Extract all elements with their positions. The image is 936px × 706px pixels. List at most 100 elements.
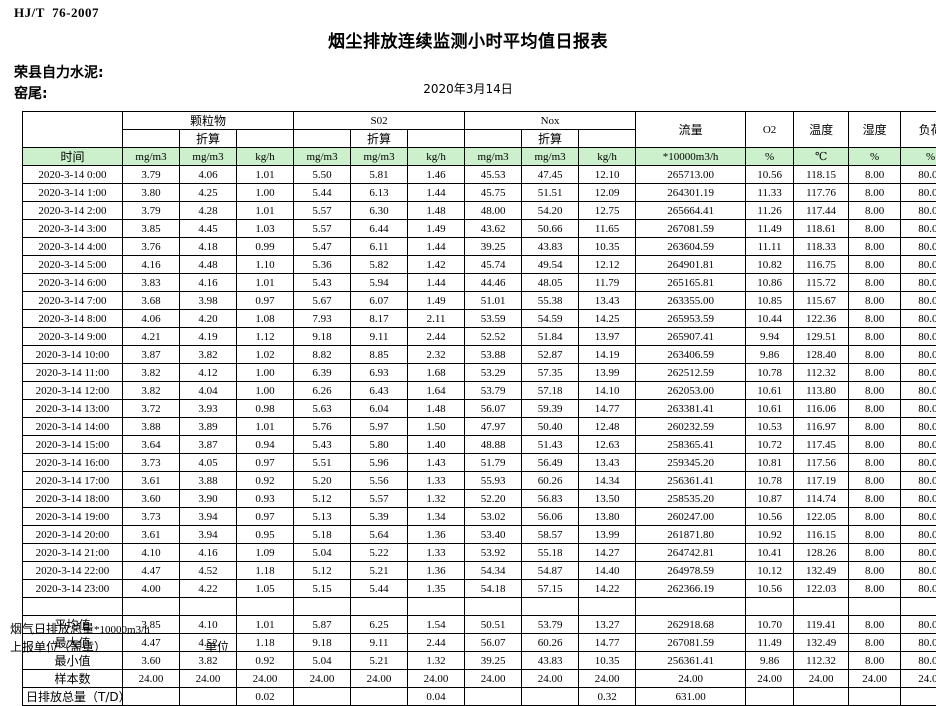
cell-value: 5.47 [294,238,351,256]
sub-header-nox-converted: 折算 [522,130,579,148]
cell-value: 14.27 [579,544,636,562]
cell-value: 5.04 [294,544,351,562]
cell-value: 4.16 [180,274,237,292]
cell-value: 80.00 [901,292,936,310]
summary-cell-value: 4.10 [180,616,237,634]
cell-value: 0.95 [237,526,294,544]
cell-value: 54.87 [522,562,579,580]
cell-value: 10.35 [579,238,636,256]
cell-value: 0.93 [237,490,294,508]
cell-value: 0.92 [237,472,294,490]
cell-value: 117.76 [794,184,849,202]
cell-value: 5.50 [294,166,351,184]
cell-blank [636,598,746,616]
cell-value: 14.40 [579,562,636,580]
cell-value: 55.38 [522,292,579,310]
cell-value: 258365.41 [636,436,746,454]
cell-value: 114.74 [794,490,849,508]
cell-value: 80.00 [901,472,936,490]
sub-header-pm-converted: 折算 [180,130,237,148]
summary-cell-value: 262918.68 [636,616,746,634]
cell-value: 59.39 [522,400,579,418]
cell-value: 1.44 [408,238,465,256]
summary-cell-value: 43.83 [522,652,579,670]
cell-value: 80.00 [901,328,936,346]
cell-value: 9.18 [294,328,351,346]
cell-value: 5.12 [294,490,351,508]
sub-header-nox-blank [465,130,522,148]
cell-time: 2020-3-14 13:00 [23,400,123,418]
cell-value: 10.81 [746,454,794,472]
cell-value: 11.11 [746,238,794,256]
cell-blank [123,598,180,616]
cell-value: 5.43 [294,274,351,292]
cell-value: 12.10 [579,166,636,184]
cell-value: 7.93 [294,310,351,328]
daily-total-cell-value [746,688,794,706]
cell-value: 10.56 [746,580,794,598]
cell-value: 8.00 [849,220,901,238]
cell-value: 1.44 [408,184,465,202]
cell-value: 1.48 [408,400,465,418]
cell-value: 5.22 [351,544,408,562]
cell-time: 2020-3-14 12:00 [23,382,123,400]
cell-value: 0.97 [237,454,294,472]
cell-value: 10.61 [746,382,794,400]
cell-value: 8.17 [351,310,408,328]
cell-value: 5.44 [351,580,408,598]
daily-total-cell-value [849,688,901,706]
cell-value: 1.40 [408,436,465,454]
daily-total-cell-value: 631.00 [636,688,746,706]
cell-value: 50.66 [522,220,579,238]
cell-value: 1.00 [237,382,294,400]
cell-value: 5.12 [294,562,351,580]
cell-value: 80.00 [901,382,936,400]
cell-blank [746,598,794,616]
cell-value: 118.33 [794,238,849,256]
cell-value: 8.00 [849,472,901,490]
cell-value: 265165.81 [636,274,746,292]
cell-value: 5.20 [294,472,351,490]
cell-value: 9.94 [746,328,794,346]
cell-value: 3.73 [123,508,180,526]
cell-value: 116.06 [794,400,849,418]
cell-time: 2020-3-14 0:00 [23,166,123,184]
cell-value: 0.97 [237,292,294,310]
daily-total-label: 日排放总量（T/D） [23,688,123,706]
cell-value: 267081.59 [636,220,746,238]
cell-value: 10.56 [746,166,794,184]
cell-value: 264978.59 [636,562,746,580]
cell-value: 1.35 [408,580,465,598]
cell-value: 4.16 [123,256,180,274]
cell-value: 5.13 [294,508,351,526]
cell-time: 2020-3-14 5:00 [23,256,123,274]
cell-value: 43.62 [465,220,522,238]
cell-value: 117.19 [794,472,849,490]
footer-note-unit: *10000m3/h [94,624,150,636]
cell-value: 3.76 [123,238,180,256]
column-header-humidity-unit: % [849,148,901,166]
cell-value: 9.86 [746,346,794,364]
cell-value: 1.34 [408,508,465,526]
cell-value: 5.18 [294,526,351,544]
cell-value: 1.68 [408,364,465,382]
cell-value: 3.83 [123,274,180,292]
cell-value: 263604.59 [636,238,746,256]
cell-value: 80.00 [901,346,936,364]
cell-value: 1.50 [408,418,465,436]
cell-time: 2020-3-14 11:00 [23,364,123,382]
cell-value: 57.15 [522,580,579,598]
cell-value: 5.57 [294,202,351,220]
daily-total-cell-value: 0.32 [579,688,636,706]
cell-value: 80.00 [901,436,936,454]
column-header-so2-converted: mg/m3 [351,148,408,166]
daily-total-cell-value [180,688,237,706]
cell-value: 113.80 [794,382,849,400]
